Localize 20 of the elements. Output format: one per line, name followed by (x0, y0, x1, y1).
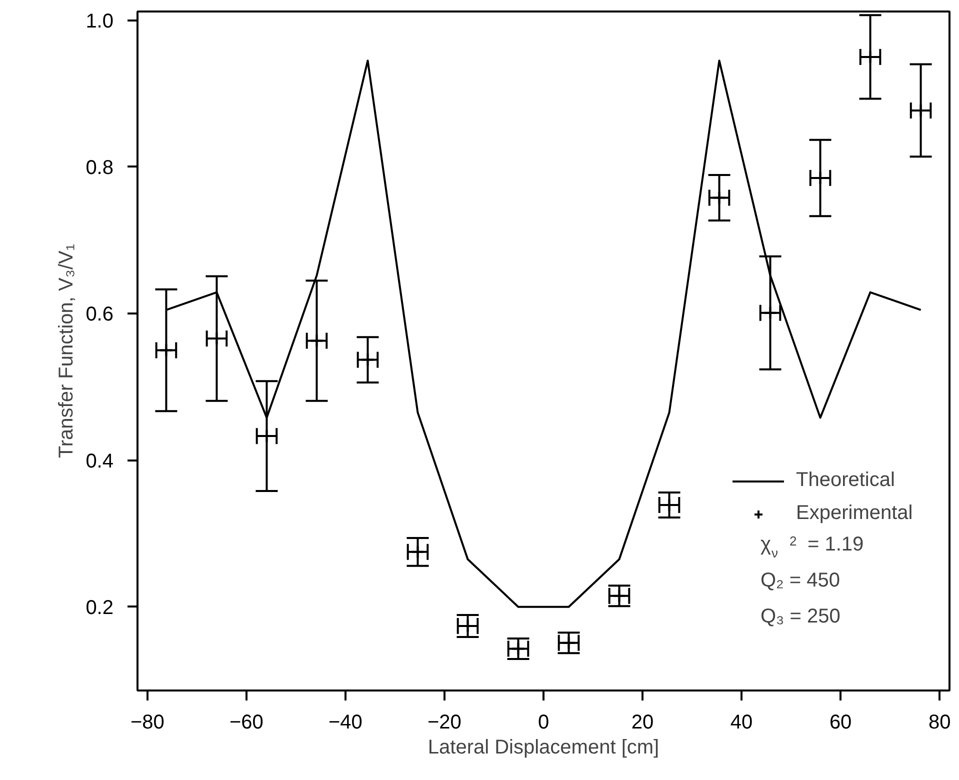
x-tick-label: −40 (328, 712, 362, 734)
x-tick-label: 0 (538, 712, 550, 734)
y-tick-label: 0.8 (86, 156, 114, 179)
x-axis-title: Lateral Displacement [cm] (428, 736, 660, 758)
x-tick-label: −20 (428, 712, 462, 734)
y-tick-label: 1.0 (86, 10, 114, 32)
y-tick-label: 0.6 (86, 304, 114, 326)
x-tick-label: 40 (730, 712, 753, 734)
y-axis-title: Transfer Function, V₃/V₁ (56, 244, 78, 458)
x-tick-label: 80 (928, 712, 951, 734)
x-tick-label: 20 (631, 712, 654, 734)
legend-label: Theoretical (796, 469, 895, 492)
x-tick-label: 60 (829, 712, 852, 734)
x-tick-label: −60 (229, 712, 264, 734)
y-tick-label: 0.4 (86, 450, 114, 472)
y-tick-label: 0.2 (86, 596, 114, 619)
annotation: Q₃ = 250 (760, 606, 840, 628)
x-tick-label: −80 (130, 712, 164, 734)
legend-label: Experimental (796, 502, 913, 525)
annotation: Q₂ = 450 (760, 570, 840, 592)
